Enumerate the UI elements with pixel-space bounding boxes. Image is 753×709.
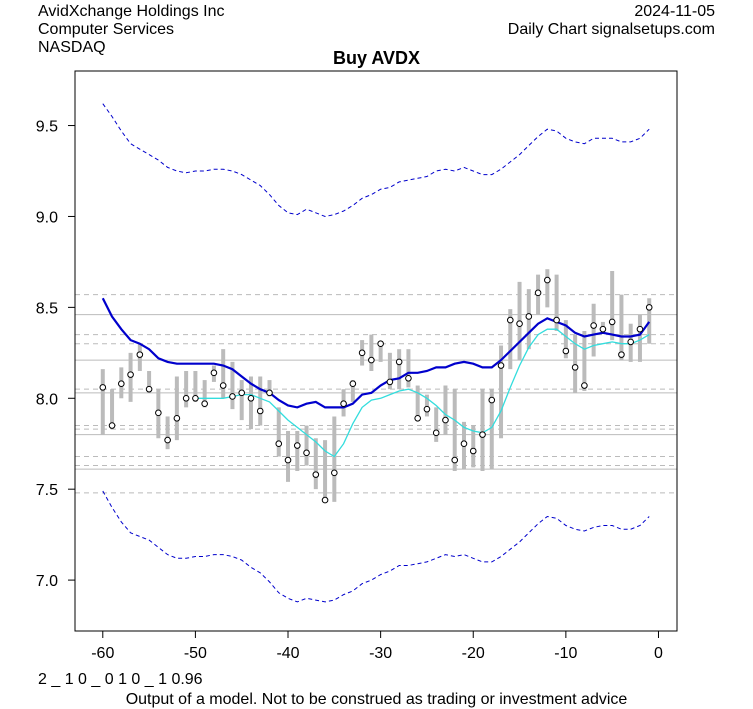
close-point xyxy=(488,396,496,404)
close-point xyxy=(201,400,208,408)
close-point xyxy=(303,449,310,457)
plot-frame xyxy=(74,70,678,632)
close-point xyxy=(256,407,264,415)
close-point xyxy=(627,338,634,346)
close-point xyxy=(136,351,144,358)
close-point xyxy=(423,405,431,413)
close-point xyxy=(284,456,292,464)
close-point xyxy=(349,380,357,388)
upper-band-line xyxy=(102,103,650,218)
close-point xyxy=(645,304,653,311)
y-tick-label: 9.0 xyxy=(36,209,58,226)
y-tick-label: 8.0 xyxy=(36,391,58,408)
close-point xyxy=(312,471,320,478)
close-point xyxy=(229,393,236,400)
close-point xyxy=(405,374,412,382)
x-tick-label: 0 xyxy=(654,645,663,662)
close-point xyxy=(460,440,468,448)
close-point xyxy=(581,382,588,389)
chart-source: Daily Chart signalsetups.com xyxy=(507,21,715,38)
close-point xyxy=(395,358,403,366)
close-point xyxy=(173,414,181,422)
y-tick-label: 7.5 xyxy=(36,482,58,499)
x-tick-label: -20 xyxy=(462,645,485,662)
close-point xyxy=(497,362,505,369)
close-point xyxy=(479,431,486,438)
close-point xyxy=(636,325,644,333)
exchange-label: NASDAQ xyxy=(38,39,106,56)
close-point xyxy=(275,440,283,448)
fast-ma-line xyxy=(195,328,650,458)
x-tick-label: -30 xyxy=(369,645,392,662)
close-point xyxy=(414,414,421,422)
close-point xyxy=(238,389,246,397)
close-point xyxy=(544,276,551,284)
close-point xyxy=(525,313,533,320)
close-point xyxy=(451,456,459,464)
close-point xyxy=(358,349,366,357)
sector-label: Computer Services xyxy=(38,21,175,38)
chart-date: 2024-11-05 xyxy=(634,3,715,20)
close-point xyxy=(571,364,579,371)
close-point xyxy=(321,496,329,504)
close-point xyxy=(247,394,255,402)
close-point xyxy=(534,289,542,297)
close-point xyxy=(210,369,218,377)
y-tick-label: 7.0 xyxy=(36,573,58,590)
close-point xyxy=(516,320,523,328)
chart-title: Buy AVDX xyxy=(332,48,420,68)
close-point xyxy=(553,316,560,324)
model-code: 2 _ 1 0 _ 0 1 0 _ 1 0.96 xyxy=(38,671,203,688)
x-tick-label: -50 xyxy=(184,645,207,662)
close-point xyxy=(386,378,394,386)
company-name: AvidXchange Holdings Inc xyxy=(38,3,225,20)
close-point xyxy=(118,380,125,388)
disclaimer: Output of a model. Not to be construed a… xyxy=(125,691,628,708)
close-point xyxy=(469,447,477,455)
x-tick-label: -10 xyxy=(554,645,577,662)
x-tick-label: -40 xyxy=(276,645,299,662)
price-bars-layer xyxy=(100,269,652,502)
close-point xyxy=(340,400,347,408)
close-point xyxy=(432,429,440,437)
close-point xyxy=(368,356,375,364)
close-point xyxy=(562,347,570,355)
close-point xyxy=(108,422,116,429)
close-point xyxy=(442,416,449,424)
close-point xyxy=(506,316,514,324)
close-point xyxy=(377,340,384,348)
close-point xyxy=(99,384,107,391)
bands-layer xyxy=(102,103,650,603)
close-point xyxy=(618,351,625,358)
reference-lines xyxy=(75,294,677,494)
close-point xyxy=(266,389,273,397)
close-point xyxy=(182,394,190,402)
y-tick-label: 9.5 xyxy=(36,119,58,136)
close-point xyxy=(219,382,227,389)
close-point xyxy=(155,409,162,417)
close-points-layer xyxy=(99,276,653,504)
close-point xyxy=(164,436,171,444)
axes-layer: -60 -50 -40 -30 -20 -10 0 7.0 7.5 8.0 8.5 9.0 9.5 xyxy=(36,70,678,662)
close-point xyxy=(145,385,153,393)
lower-band-line xyxy=(102,490,650,603)
close-point xyxy=(192,394,199,402)
close-point xyxy=(293,442,301,449)
close-point xyxy=(590,322,597,329)
close-point xyxy=(599,325,607,333)
close-point xyxy=(127,371,134,378)
y-tick-label: 8.5 xyxy=(36,300,58,317)
close-point xyxy=(331,469,338,477)
x-tick-label: -60 xyxy=(91,645,114,662)
close-point xyxy=(608,318,616,326)
